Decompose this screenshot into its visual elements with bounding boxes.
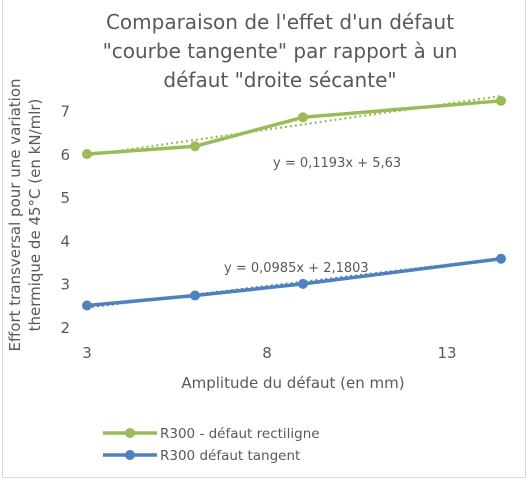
x-axis-title: Amplitude du défaut (en mm) bbox=[181, 374, 404, 392]
data-point-rectiligne bbox=[190, 141, 200, 152]
y-axis-title: Effort transversal pour une variation th… bbox=[6, 78, 44, 351]
data-point-rectiligne bbox=[82, 149, 92, 160]
chart-title: Comparaison de l'effet d'un défaut "cour… bbox=[60, 8, 500, 95]
y-axis-title-line-2: thermique de 45°C (en kN/mlr) bbox=[26, 99, 44, 332]
data-point-rectiligne bbox=[298, 112, 308, 123]
x-axis-ticks: 3 8 13 bbox=[82, 344, 456, 362]
y-tick-label: 6 bbox=[60, 146, 70, 164]
legend: R300 - défaut rectiligne R300 défaut tan… bbox=[103, 426, 320, 464]
y-tick-label: 4 bbox=[60, 232, 70, 250]
legend-marker-rectiligne bbox=[125, 428, 135, 438]
y-tick-label: 3 bbox=[60, 276, 70, 294]
chart-title-line-3: défaut "droite sécante" bbox=[163, 68, 397, 92]
x-tick-label: 8 bbox=[262, 344, 272, 362]
y-tick-label: 5 bbox=[60, 189, 70, 207]
series-line-rectiligne bbox=[86, 99, 502, 156]
data-point-tangent bbox=[82, 300, 92, 311]
y-axis-title-line-1: Effort transversal pour une variation bbox=[6, 78, 24, 351]
chart-title-line-1: Comparaison de l'effet d'un défaut bbox=[105, 10, 455, 34]
x-tick-label: 13 bbox=[437, 344, 456, 362]
legend-label-tangent: R300 défaut tangent bbox=[160, 448, 300, 464]
data-point-tangent bbox=[190, 290, 200, 301]
data-point-tangent bbox=[496, 253, 506, 264]
series-lines bbox=[86, 99, 502, 308]
y-tick-label: 2 bbox=[60, 319, 70, 337]
chart-title-line-2: "courbe tangente" par rapport à un bbox=[102, 39, 458, 63]
legend-label-rectiligne: R300 - défaut rectiligne bbox=[160, 426, 320, 442]
series-line-tangent bbox=[86, 257, 502, 308]
trendline-equation-rectiligne: y = 0,1193x + 5,63 bbox=[273, 156, 401, 171]
legend-marker-tangent bbox=[125, 450, 135, 460]
series-points bbox=[82, 95, 506, 311]
trendline-equation-tangent: y = 0,0985x + 2,1803 bbox=[224, 261, 369, 276]
legend-item-rectiligne: R300 - défaut rectiligne bbox=[103, 426, 320, 442]
x-tick-label: 3 bbox=[82, 344, 92, 362]
data-point-tangent bbox=[298, 278, 308, 289]
data-point-rectiligne bbox=[496, 95, 506, 106]
y-axis-ticks: 2 3 4 5 6 7 bbox=[60, 103, 70, 337]
legend-item-tangent: R300 défaut tangent bbox=[103, 448, 300, 464]
y-tick-label: 7 bbox=[60, 103, 70, 121]
